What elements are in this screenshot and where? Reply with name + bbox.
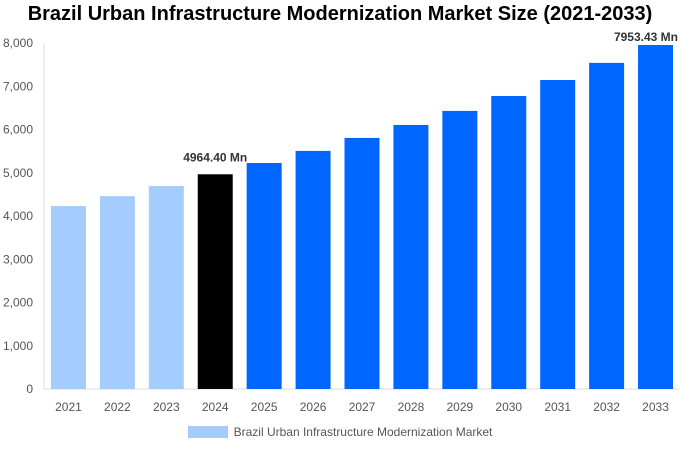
bar-2031 [540, 79, 576, 389]
x-tick-label: 2022 [104, 400, 131, 414]
bar-2029 [442, 110, 478, 389]
data-label: 4964.40 Mn [183, 150, 247, 164]
y-tick-label: 2,000 [3, 296, 33, 310]
y-tick-label: 4,000 [3, 209, 33, 223]
chart-title: Brazil Urban Infrastructure Modernizatio… [27, 3, 653, 25]
y-tick-label: 3,000 [3, 252, 33, 266]
x-tick-label: 2032 [593, 400, 620, 414]
bar-2024 [197, 174, 233, 389]
x-tick-label: 2033 [642, 400, 669, 414]
bar-2021 [50, 206, 86, 389]
bar-2028 [393, 124, 429, 390]
x-tick-label: 2023 [153, 400, 180, 414]
y-tick-label: 0 [26, 382, 33, 396]
bar-2033 [638, 45, 674, 389]
x-tick-label: 2031 [544, 400, 571, 414]
legend: Brazil Urban Infrastructure Modernizatio… [0, 425, 680, 439]
legend-swatch [187, 426, 228, 438]
x-tick-label: 2027 [349, 400, 376, 414]
y-tick-label: 8,000 [3, 36, 33, 50]
x-tick-label: 2030 [495, 400, 522, 414]
bar-2026 [295, 150, 331, 389]
bar-2030 [491, 95, 527, 389]
x-tick-label: 2028 [398, 400, 425, 414]
bar-2027 [344, 137, 380, 389]
legend-label: Brazil Urban Infrastructure Modernizatio… [233, 425, 493, 439]
y-tick-label: 6,000 [3, 123, 33, 137]
x-tick-label: 2024 [202, 400, 229, 414]
y-tick-label: 1,000 [3, 339, 33, 353]
x-tick-label: 2029 [446, 400, 473, 414]
y-tick-label: 7,000 [3, 79, 33, 93]
bar-2025 [246, 163, 282, 389]
x-tick-label: 2021 [55, 400, 82, 414]
data-label: 7953.43 Mn [614, 30, 678, 44]
bar-2023 [148, 185, 184, 389]
y-tick-label: 5,000 [3, 166, 33, 180]
x-tick-label: 2026 [300, 400, 327, 414]
x-tick-label: 2025 [251, 400, 278, 414]
bar-2032 [589, 62, 625, 390]
bar-2022 [99, 196, 135, 389]
